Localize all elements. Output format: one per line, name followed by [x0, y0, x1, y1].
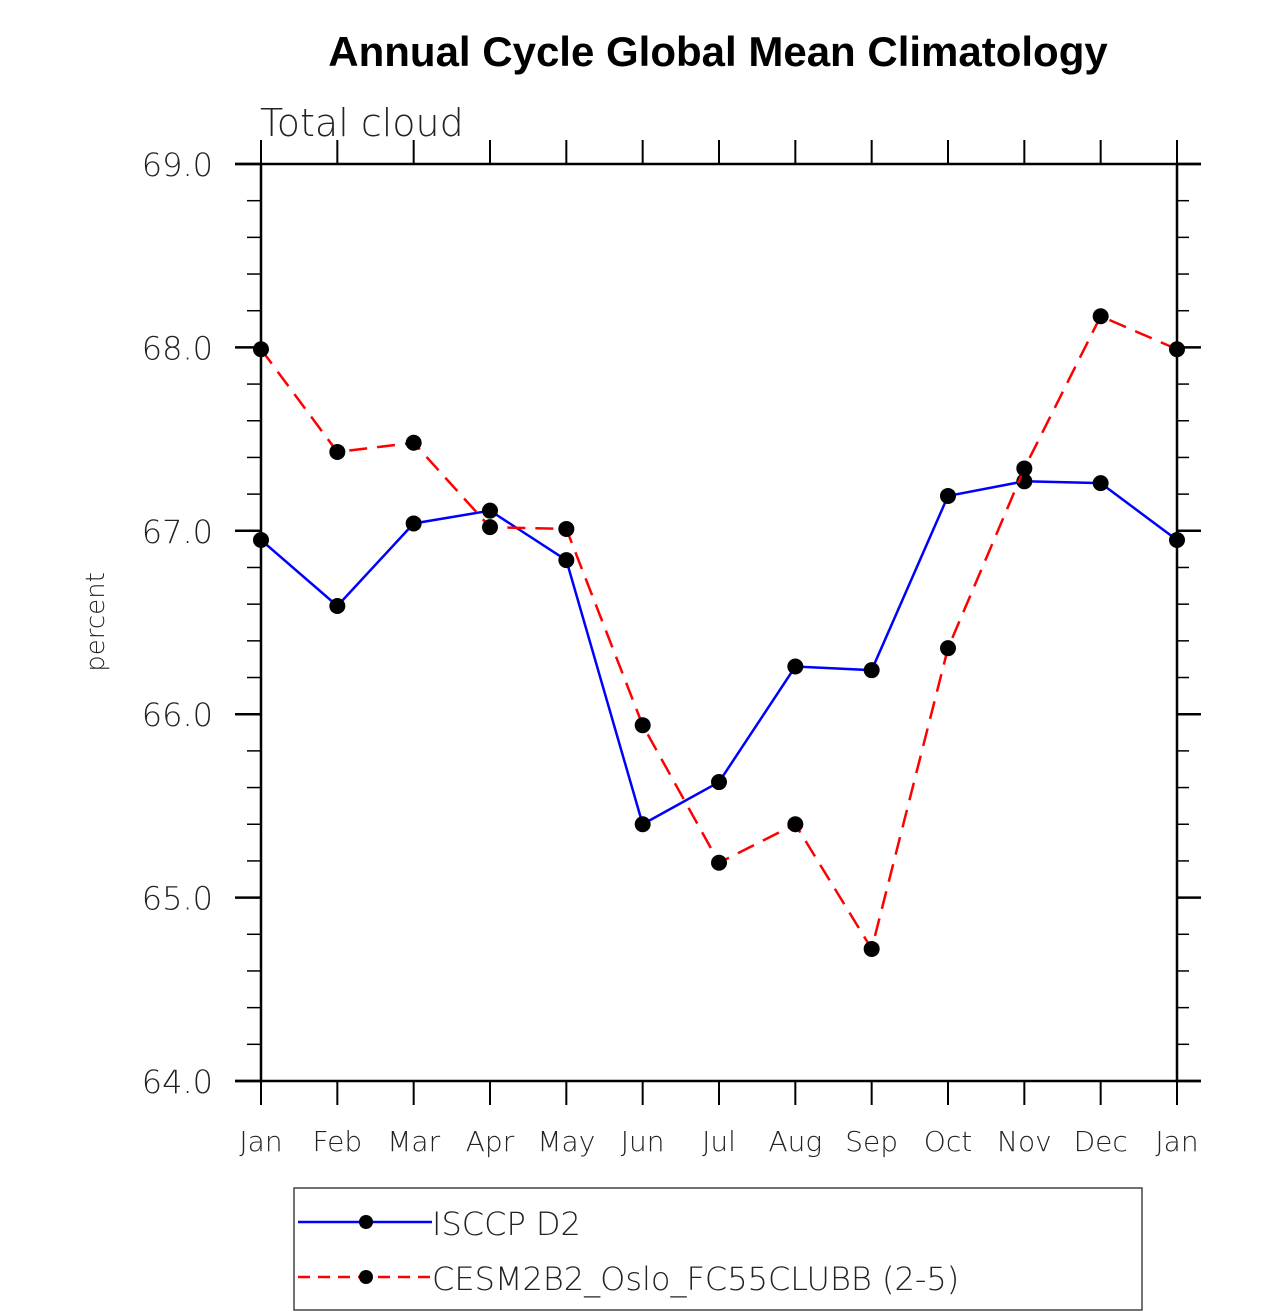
- data-point: [405, 434, 422, 451]
- x-tick-label: Dec: [1074, 1125, 1128, 1158]
- x-tick-label: Sep: [845, 1125, 898, 1158]
- x-tick-label: Feb: [313, 1125, 363, 1158]
- y-tick-label: 66.0: [142, 696, 213, 734]
- legend-marker: [359, 1270, 373, 1284]
- series-0: [253, 473, 1185, 833]
- y-tick-label: 68.0: [142, 329, 213, 367]
- data-point: [634, 717, 651, 734]
- data-point: [863, 662, 880, 679]
- legend-box: [293, 1187, 1143, 1311]
- data-point: [253, 341, 269, 358]
- data-point: [329, 597, 346, 614]
- chart-subtitle: Total cloud: [260, 101, 464, 145]
- axes: Jan Feb Mar Apr May Jun Jul Aug Sep Oct Nov Dec Jan 6…: [142, 140, 1201, 1158]
- data-point: [1092, 475, 1109, 492]
- data-point: [405, 515, 422, 532]
- legend-marker: [359, 1215, 373, 1229]
- data-point: [1016, 460, 1033, 477]
- x-tick-label: Oct: [924, 1125, 972, 1158]
- data-point: [329, 443, 346, 460]
- x-tick-label: May: [537, 1125, 595, 1158]
- y-tick-label: 67.0: [142, 513, 213, 551]
- data-point: [711, 854, 727, 871]
- data-point: [1169, 531, 1185, 548]
- series-group: [253, 308, 1185, 957]
- chart-title: Annual Cycle Global Mean Climatology: [328, 28, 1108, 75]
- data-point: [253, 531, 269, 548]
- y-tick-label: 65.0: [142, 880, 213, 918]
- legend-label: ISCCP D2: [432, 1205, 581, 1243]
- data-point: [634, 816, 651, 833]
- data-point: [1092, 308, 1109, 325]
- x-tick-label: Jan: [239, 1125, 282, 1158]
- data-point: [482, 519, 498, 536]
- data-point: [1169, 341, 1185, 358]
- legend: ISCCP D2 CESM2B2_Oslo_FC55CLUBB (2-5): [293, 1187, 1143, 1311]
- data-point: [711, 774, 727, 791]
- x-tick-label: Apr: [466, 1125, 515, 1158]
- data-point: [558, 552, 575, 569]
- data-point: [940, 487, 956, 504]
- data-point: [940, 640, 956, 657]
- series-1: [253, 308, 1185, 957]
- data-point: [787, 816, 804, 833]
- x-tick-label: Jun: [621, 1125, 665, 1158]
- series-line: [260, 480, 1178, 827]
- data-point: [558, 520, 575, 537]
- x-tick-label: Nov: [997, 1125, 1052, 1158]
- y-axis-label: percent: [81, 572, 111, 672]
- x-tick-label: Mar: [387, 1125, 440, 1158]
- x-tick-label: Jan: [1155, 1125, 1198, 1158]
- data-point: [482, 502, 498, 519]
- x-tick-label: Aug: [768, 1125, 822, 1158]
- data-point: [787, 658, 804, 675]
- legend-label: CESM2B2_Oslo_FC55CLUBB (2-5): [432, 1260, 959, 1298]
- y-tick-label: 69.0: [142, 146, 213, 184]
- y-tick-label: 64.0: [142, 1063, 213, 1101]
- series-line: [259, 314, 1178, 953]
- data-point: [863, 940, 880, 957]
- x-tick-label: Jul: [702, 1125, 736, 1158]
